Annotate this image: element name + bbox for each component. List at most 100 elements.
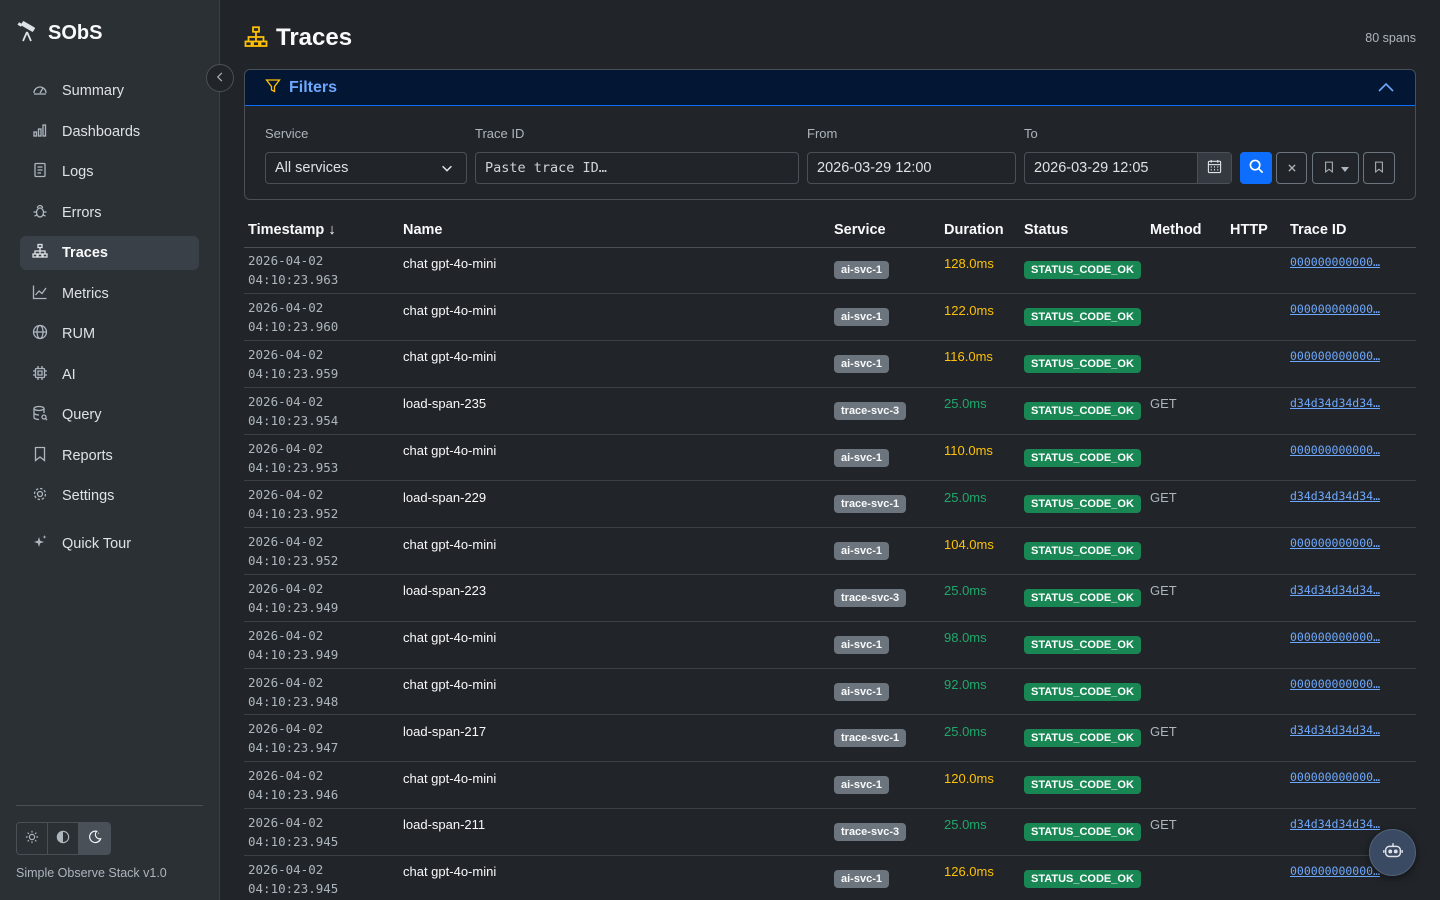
sidebar-item-query[interactable]: Query: [20, 398, 199, 432]
timestamp: 2026-04-02 04:10:23.960: [248, 298, 395, 336]
status-badge: STATUS_CODE_OK: [1024, 588, 1141, 607]
service-select[interactable]: All services: [265, 152, 467, 184]
light-theme-button[interactable]: [17, 823, 48, 854]
sidebar-item-dashboards[interactable]: Dashboards: [20, 115, 199, 149]
span-count: 80 spans: [1365, 31, 1416, 45]
status-badge: STATUS_CODE_OK: [1024, 261, 1141, 280]
calendar-button[interactable]: [1197, 153, 1231, 183]
ai-assistant-button[interactable]: [1369, 829, 1416, 876]
trace-id-link[interactable]: 000000000000…: [1290, 255, 1381, 270]
http-method-cell: [1146, 668, 1226, 716]
sidebar-item-metrics[interactable]: Metrics: [20, 277, 199, 311]
table-row[interactable]: 2026-04-02 04:10:23.945 chat gpt-4o-mini ai…: [244, 855, 1416, 900]
table-row[interactable]: 2026-04-02 04:10:23.949 load-span-223 trace…: [244, 574, 1416, 622]
table-row[interactable]: 2026-04-02 04:10:23.954 load-span-235 trace…: [244, 387, 1416, 435]
to-datetime-input[interactable]: 2026-03-29 12:05: [1024, 152, 1232, 184]
from-value: 2026-03-29 12:00: [817, 160, 932, 176]
filters-body: Service All services Trace ID Paste trac…: [245, 106, 1415, 199]
trace-id-link[interactable]: d34d34d34d34…: [1290, 723, 1381, 738]
traces-table: Timestamp ↓ Name Service Duration Status…: [244, 214, 1416, 900]
trace-id-link[interactable]: 000000000000…: [1290, 536, 1381, 551]
http-method: GET: [1150, 489, 1177, 505]
span-name: chat gpt-4o-mini: [403, 864, 497, 880]
app-version: Simple Observe Stack v1.0: [16, 866, 167, 880]
span-name: load-span-235: [403, 396, 487, 412]
span-name-cell: chat gpt-4o-mini: [399, 855, 830, 900]
trace-id-input[interactable]: Paste trace ID…: [475, 152, 799, 184]
http-method: GET: [1150, 396, 1177, 412]
timestamp: 2026-04-02 04:10:23.954: [248, 392, 395, 430]
from-datetime-input[interactable]: 2026-03-29 12:00: [807, 152, 1016, 184]
span-name: load-span-229: [403, 489, 487, 505]
table-row[interactable]: 2026-04-02 04:10:23.946 chat gpt-4o-mini ai…: [244, 761, 1416, 810]
saved-filters-dropdown[interactable]: [1312, 152, 1359, 184]
sidebar-item-errors[interactable]: Errors: [20, 196, 199, 230]
service-badge: ai-svc-1: [834, 635, 889, 654]
table-row[interactable]: 2026-04-02 04:10:23.960 chat gpt-4o-mini ai…: [244, 293, 1416, 342]
database-icon: [32, 405, 48, 425]
service-badge: ai-svc-1: [834, 682, 889, 701]
status-cell: STATUS_CODE_OK: [1020, 480, 1146, 529]
timestamp-date: 2026-04-02: [248, 253, 324, 269]
table-row[interactable]: 2026-04-02 04:10:23.952 chat gpt-4o-mini ai…: [244, 527, 1416, 576]
span-name: chat gpt-4o-mini: [403, 255, 497, 271]
sidebar-item-settings[interactable]: Settings: [20, 479, 199, 513]
timestamp-cell-cell: 2026-04-02 04:10:23.945: [244, 808, 399, 856]
timestamp-cell-cell: 2026-04-02 04:10:23.952: [244, 527, 399, 576]
table-row[interactable]: 2026-04-02 04:10:23.947 load-span-217 trace…: [244, 714, 1416, 763]
trace-id-link[interactable]: d34d34d34d34…: [1290, 489, 1381, 504]
sidebar-item-ai[interactable]: AI: [20, 358, 199, 392]
table-row[interactable]: 2026-04-02 04:10:23.963 chat gpt-4o-mini ai…: [244, 247, 1416, 295]
trace-id-link[interactable]: d34d34d34d34…: [1290, 816, 1381, 831]
search-button[interactable]: [1240, 152, 1272, 184]
table-row[interactable]: 2026-04-02 04:10:23.952 load-span-229 trace…: [244, 480, 1416, 529]
dark-theme-button[interactable]: [79, 823, 110, 854]
brand[interactable]: SObS: [16, 20, 102, 47]
sidebar-item-summary[interactable]: Summary: [20, 74, 199, 108]
timestamp-time: 04:10:23.947: [248, 740, 339, 756]
traces-table-body: 2026-04-02 04:10:23.963 chat gpt-4o-mini ai…: [244, 247, 1416, 900]
trace-id-link[interactable]: d34d34d34d34…: [1290, 395, 1381, 410]
table-row[interactable]: 2026-04-02 04:10:23.949 chat gpt-4o-mini ai…: [244, 621, 1416, 669]
filters-header[interactable]: Filters: [245, 70, 1415, 106]
auto-theme-button[interactable]: [48, 823, 79, 854]
trace-id-link[interactable]: 000000000000…: [1290, 348, 1381, 363]
timestamp-time: 04:10:23.949: [248, 646, 339, 662]
chevron-up-icon[interactable]: [1377, 80, 1395, 99]
service-badge: ai-svc-1: [834, 448, 889, 467]
sidebar-item-label: Dashboards: [62, 123, 141, 140]
trace-id-link[interactable]: 000000000000…: [1290, 442, 1381, 457]
sidebar-item-logs[interactable]: Logs: [20, 155, 199, 189]
trace-id-cell: 000000000000…: [1286, 668, 1416, 716]
trace-id-link[interactable]: 000000000000…: [1290, 629, 1381, 644]
trace-id-link[interactable]: 000000000000…: [1290, 302, 1381, 317]
table-row[interactable]: 2026-04-02 04:10:23.959 chat gpt-4o-mini ai…: [244, 340, 1416, 388]
http-method-cell: [1146, 247, 1226, 295]
table-row[interactable]: 2026-04-02 04:10:23.948 chat gpt-4o-mini ai…: [244, 668, 1416, 716]
cpu-icon: [32, 365, 48, 385]
timestamp-cell-cell: 2026-04-02 04:10:23.960: [244, 293, 399, 342]
trace-id-link[interactable]: 000000000000…: [1290, 770, 1381, 785]
sidebar-item-rum[interactable]: RUM: [20, 317, 199, 351]
span-name-cell: load-span-211: [399, 808, 830, 856]
save-filter-button[interactable]: [1363, 152, 1395, 184]
table-row[interactable]: 2026-04-02 04:10:23.945 load-span-211 trace…: [244, 808, 1416, 856]
trace-id-link[interactable]: 000000000000…: [1290, 863, 1381, 878]
timestamp-date: 2026-04-02: [248, 814, 324, 830]
quick-tour-button[interactable]: Quick Tour: [20, 527, 199, 561]
sidebar-item-traces[interactable]: Traces: [20, 236, 199, 270]
sidebar-item-reports[interactable]: Reports: [20, 439, 199, 473]
trace-id-link[interactable]: 000000000000…: [1290, 676, 1381, 691]
duration-cell: 126.0ms: [940, 855, 1020, 900]
http-status-cell: [1226, 527, 1286, 576]
status-badge: STATUS_CODE_OK: [1024, 354, 1141, 373]
status-cell: STATUS_CODE_OK: [1020, 387, 1146, 435]
service-cell: trace-svc-1: [830, 714, 940, 763]
column-header-timestamp[interactable]: Timestamp ↓: [244, 214, 399, 248]
table-row[interactable]: 2026-04-02 04:10:23.953 chat gpt-4o-mini ai…: [244, 434, 1416, 482]
trace-id-link[interactable]: d34d34d34d34…: [1290, 582, 1381, 597]
status-cell: STATUS_CODE_OK: [1020, 855, 1146, 900]
status-badge: STATUS_CODE_OK: [1024, 729, 1141, 748]
clear-button[interactable]: [1276, 152, 1307, 184]
collapse-sidebar-button[interactable]: [206, 64, 234, 92]
